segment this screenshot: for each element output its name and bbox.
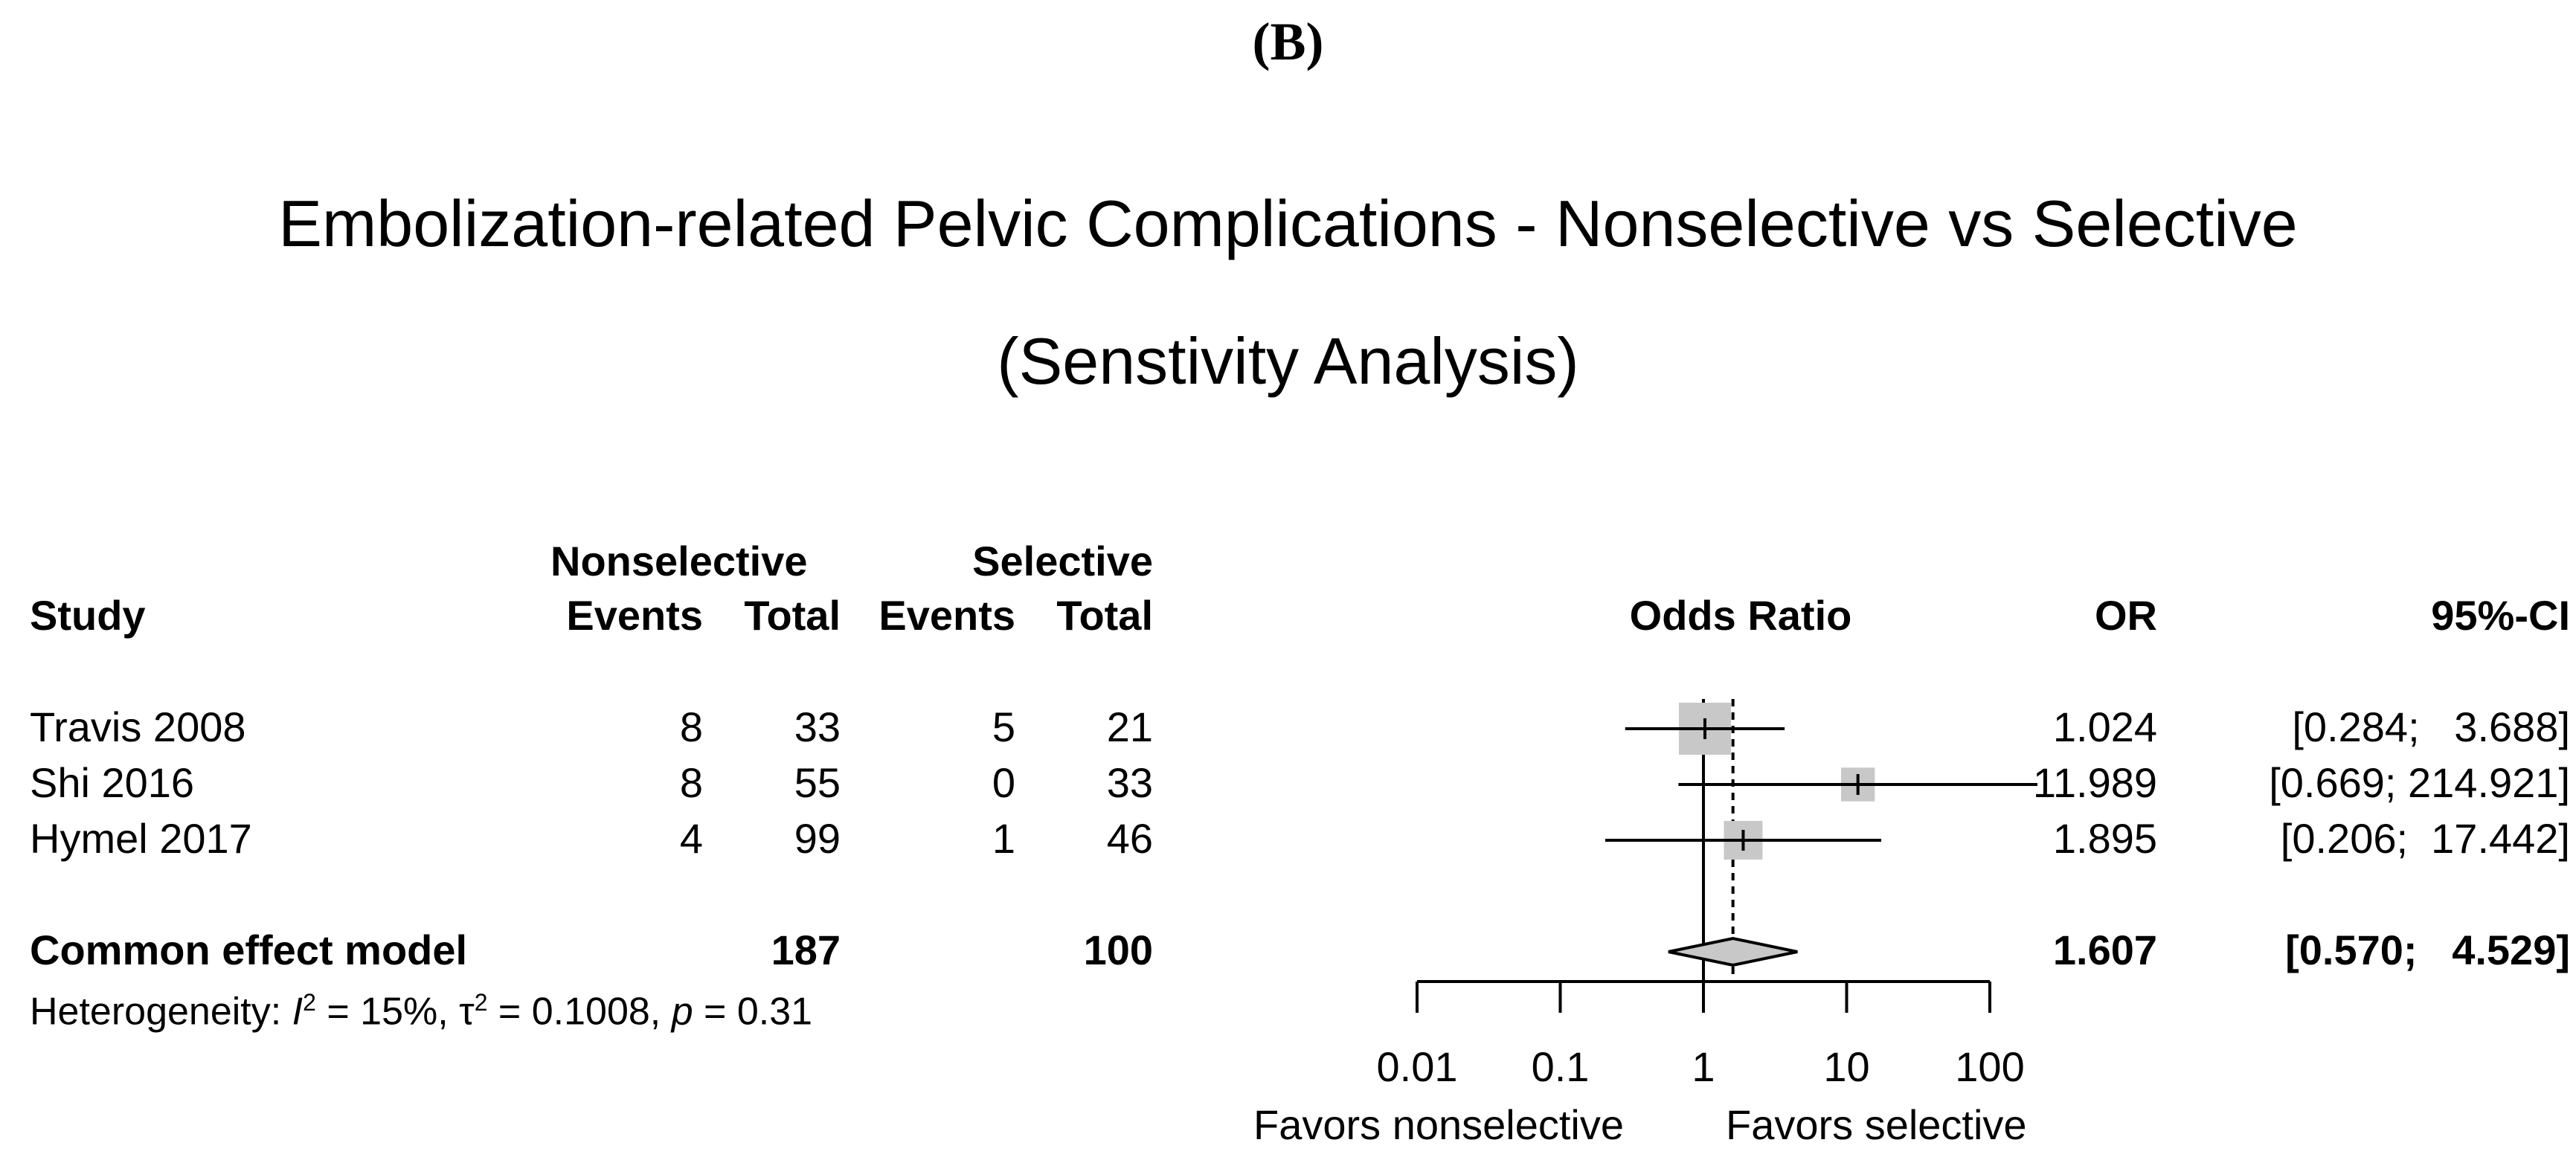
total-nonselective: 55 xyxy=(794,759,841,806)
heterogeneity-prefix: Heterogeneity: xyxy=(30,990,292,1034)
favors-nonselective-label: Favors nonselective xyxy=(1253,1101,1625,1148)
total-selective: 33 xyxy=(1106,759,1153,806)
x-axis-tick-label: 100 xyxy=(1955,1043,2025,1090)
pooled-total-selective: 100 xyxy=(1083,927,1153,973)
header-or: OR xyxy=(2095,592,2157,639)
header-total1: Total xyxy=(744,592,841,639)
confidence-interval: [0.669; 214.921] xyxy=(2269,759,2570,806)
pooled-diamond xyxy=(1668,936,1798,967)
heterogeneity-stats: Heterogeneity: I2 = 15%, τ2 = 0.1008, p … xyxy=(30,978,812,1036)
events-nonselective: 4 xyxy=(679,815,703,862)
odds-ratio-value: 1.024 xyxy=(2052,703,2157,750)
x-axis-tick-label: 10 xyxy=(1823,1043,1870,1090)
x-axis-tick-label: 0.01 xyxy=(1376,1043,1458,1090)
favors-selective-label: Favors selective xyxy=(1726,1101,2027,1148)
odds-ratio-value: 1.895 xyxy=(2052,815,2157,862)
chart-title-line1: Embolization-related Pelvic Complication… xyxy=(278,187,2298,260)
p-symbol: p xyxy=(671,990,693,1034)
events-selective: 5 xyxy=(992,703,1015,750)
study-name: Travis 2008 xyxy=(30,703,246,750)
figure-label: (B) xyxy=(1252,12,1324,71)
study-name: Hymel 2017 xyxy=(30,815,252,862)
x-axis-tick-label: 0.1 xyxy=(1531,1043,1590,1090)
tau-symbol: τ xyxy=(459,990,475,1034)
header-study: Study xyxy=(30,592,146,639)
pooled-confidence-interval: [0.570; 4.529] xyxy=(2285,927,2570,973)
odds-ratio-value: 11.989 xyxy=(2032,759,2157,806)
events-nonselective: 8 xyxy=(679,759,703,806)
header-total2: Total xyxy=(1056,592,1153,639)
i2-symbol: I xyxy=(292,990,303,1034)
confidence-interval: [0.284; 3.688] xyxy=(2292,703,2570,750)
i2-value: = 15%, xyxy=(315,990,460,1034)
total-selective: 46 xyxy=(1106,815,1153,862)
pooled-odds-ratio: 1.607 xyxy=(2052,927,2157,973)
study-name: Shi 2016 xyxy=(30,759,195,806)
header-events2: Events xyxy=(879,592,1015,639)
header-group2: Selective xyxy=(972,538,1153,584)
events-selective: 1 xyxy=(992,815,1015,862)
tau-value: = 0.1008, xyxy=(487,990,672,1034)
total-selective: 21 xyxy=(1106,703,1153,750)
header-events1: Events xyxy=(566,592,703,639)
pooled-total-nonselective: 187 xyxy=(771,927,841,973)
pooled-model-name: Common effect model xyxy=(30,927,468,973)
header-ci: 95%-CI xyxy=(2431,592,2570,639)
events-selective: 0 xyxy=(992,759,1015,806)
chart-title-line2: (Senstivity Analysis) xyxy=(997,324,1579,398)
p-value: = 0.31 xyxy=(693,990,813,1034)
confidence-interval: [0.206; 17.442] xyxy=(2280,815,2570,862)
superscript: 2 xyxy=(303,989,316,1016)
header-group1: Nonselective xyxy=(550,538,808,584)
events-nonselective: 8 xyxy=(679,703,703,750)
x-axis-tick-label: 1 xyxy=(1692,1043,1715,1090)
total-nonselective: 99 xyxy=(794,815,841,862)
superscript: 2 xyxy=(474,989,488,1016)
total-nonselective: 33 xyxy=(794,703,841,750)
header-odds-ratio: Odds Ratio xyxy=(1629,592,1852,639)
